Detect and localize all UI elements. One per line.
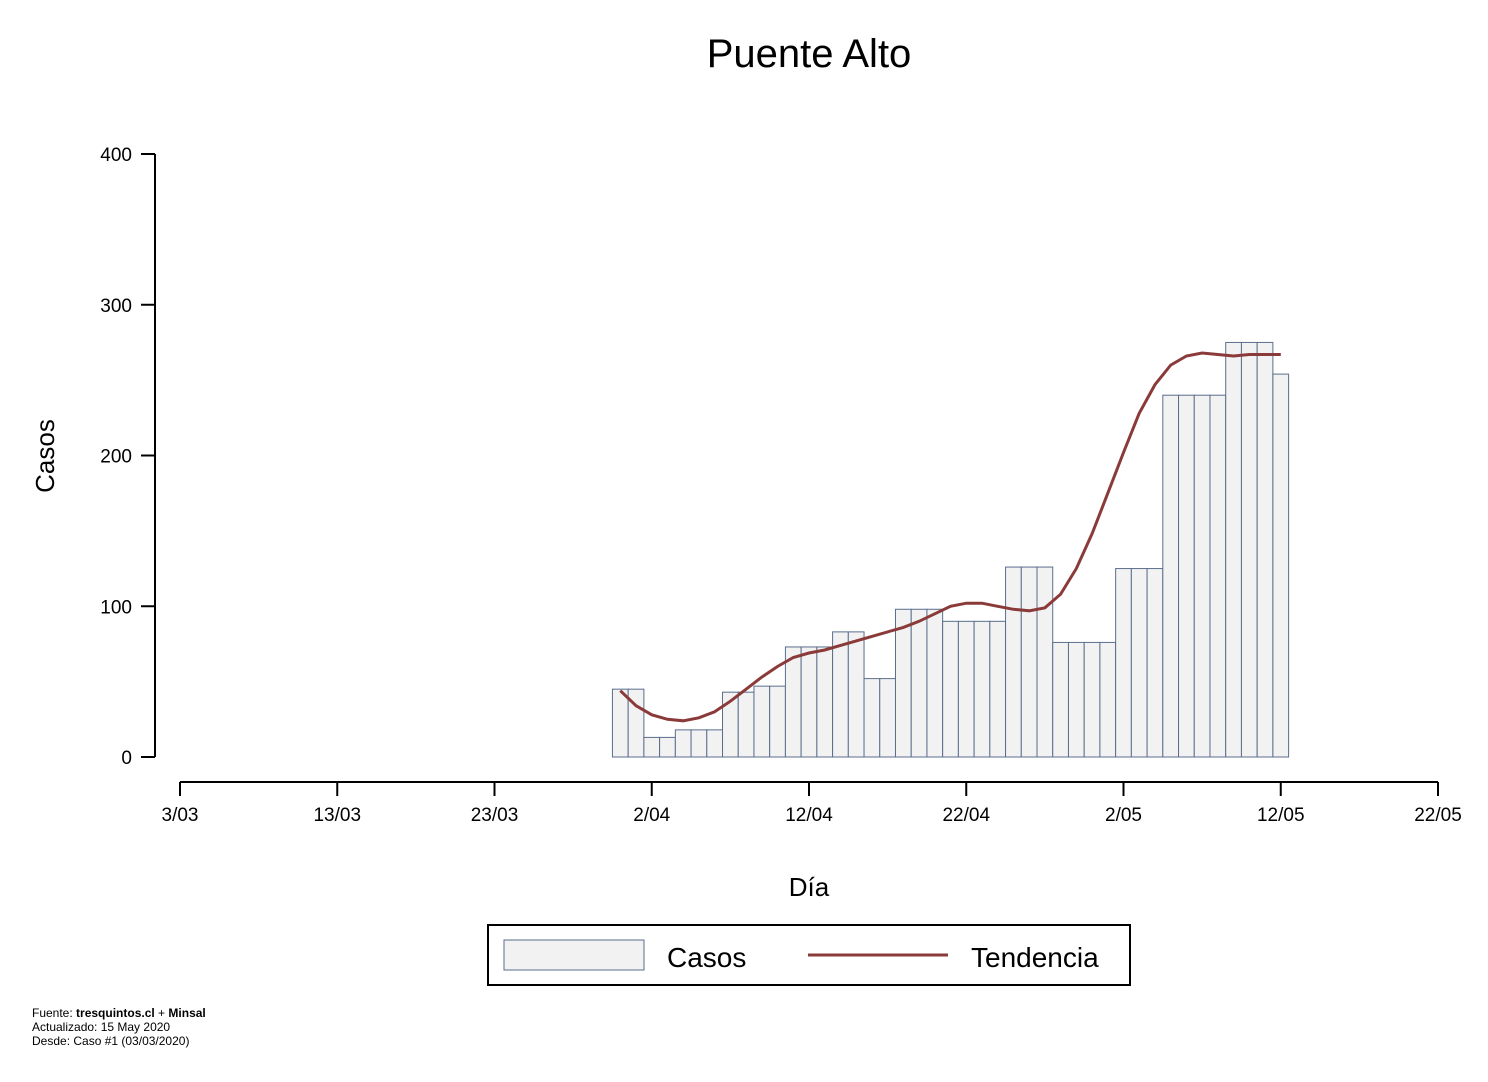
bar — [690, 729, 708, 758]
legend-label-casos: Casos — [667, 942, 746, 973]
y-axis-label: Casos — [30, 419, 60, 493]
x-tick-label: 23/03 — [471, 805, 519, 826]
chart-title: Puente Alto — [707, 32, 912, 76]
y-tick-label: 100 — [100, 597, 132, 618]
bar — [643, 736, 661, 758]
bar — [832, 631, 849, 758]
bar — [659, 736, 676, 758]
x-axis-label: Día — [789, 872, 830, 902]
y-tick-label: 0 — [121, 748, 132, 769]
bar — [800, 646, 818, 758]
footer-since: Desde: Caso #1 (03/03/2020) — [32, 1034, 190, 1048]
footer-source: Fuente: tresquintos.cl + Minsal — [32, 1006, 206, 1020]
bar — [706, 729, 724, 758]
x-tick-label: 2/05 — [1105, 805, 1142, 826]
bar — [957, 620, 975, 758]
bar — [863, 678, 881, 758]
bar — [769, 685, 786, 758]
y-tick-label: 400 — [100, 145, 132, 166]
bar — [989, 620, 1007, 758]
trend-line — [619, 351, 1281, 723]
bar — [894, 608, 912, 758]
x-tick-label: 13/03 — [313, 805, 361, 826]
x-tick-label: 12/04 — [785, 805, 833, 826]
bar — [1067, 641, 1085, 758]
bar — [910, 608, 928, 758]
footer: Fuente: tresquintos.cl + Minsal Actualiz… — [32, 1006, 206, 1048]
bar — [1240, 341, 1258, 758]
bar — [816, 646, 834, 758]
bar — [879, 678, 896, 758]
bar — [973, 620, 991, 758]
bar — [611, 688, 629, 758]
bar — [1115, 568, 1132, 758]
bar — [1225, 341, 1242, 758]
bar — [1099, 641, 1117, 758]
x-tick-label: 22/05 — [1414, 805, 1462, 826]
bar — [1036, 566, 1054, 758]
y-tick-label: 200 — [100, 447, 132, 468]
footer-updated: Actualizado: 15 May 2020 — [32, 1020, 171, 1034]
bar — [753, 685, 771, 758]
x-tick-label: 22/04 — [942, 805, 990, 826]
bar — [1162, 394, 1180, 758]
legend-swatch-casos — [503, 939, 645, 971]
bar — [674, 729, 692, 758]
bar — [926, 608, 944, 758]
bar — [1020, 566, 1038, 758]
x-tick-label: 2/04 — [633, 805, 670, 826]
bar — [1178, 394, 1195, 758]
y-tick-label: 300 — [100, 296, 132, 317]
bar — [627, 688, 645, 758]
bar-series — [611, 341, 1290, 758]
bar — [1209, 394, 1227, 758]
legend: Casos Tendencia — [487, 924, 1131, 986]
bar — [1256, 341, 1274, 758]
bar — [847, 631, 865, 758]
bar — [737, 691, 755, 758]
bar — [1005, 566, 1022, 758]
footer-source-site: tresquintos.cl — [76, 1006, 155, 1020]
bar — [1193, 394, 1211, 758]
bar — [1146, 568, 1164, 758]
bar — [784, 646, 802, 758]
y-axis: 0 100 200 300 400 — [100, 145, 156, 769]
x-axis: 3/03 13/03 23/03 2/04 12/04 22/04 2/05 12/05 22/… — [162, 781, 1462, 826]
bar — [1130, 568, 1148, 758]
legend-label-tendencia: Tendencia — [971, 942, 1099, 973]
bar — [1052, 641, 1069, 758]
bar — [1083, 641, 1101, 758]
footer-source-org: Minsal — [168, 1006, 206, 1020]
bar — [1272, 373, 1290, 758]
bar — [942, 620, 959, 758]
x-tick-label: 12/05 — [1257, 805, 1305, 826]
x-tick-label: 3/03 — [162, 805, 199, 826]
